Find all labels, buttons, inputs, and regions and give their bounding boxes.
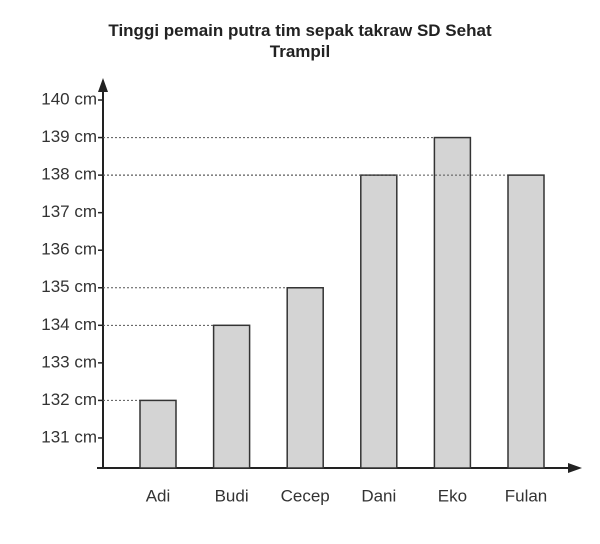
y-tick-label: 137 cm <box>41 202 97 221</box>
x-tick-label: Eko <box>438 486 467 505</box>
x-tick-label: Budi <box>215 486 249 505</box>
y-axis-arrow <box>98 78 108 92</box>
y-tick-label: 131 cm <box>41 427 97 446</box>
y-tick-label: 140 cm <box>41 90 97 109</box>
bar <box>139 399 177 469</box>
x-tick-label: Dani <box>361 486 396 505</box>
x-tick-label: Fulan <box>505 486 548 505</box>
bar <box>286 287 324 469</box>
bar <box>433 136 472 469</box>
bar <box>507 174 545 469</box>
bar <box>360 174 398 469</box>
y-tick-label: 135 cm <box>41 277 97 296</box>
y-tick-label: 138 cm <box>41 165 97 184</box>
y-tick-label: 134 cm <box>41 315 97 334</box>
chart-title: Tinggi pemain putra tim sepak takraw SD … <box>108 21 492 61</box>
y-tick-label: 132 cm <box>41 390 97 409</box>
y-tick-label: 139 cm <box>41 127 97 146</box>
x-axis-arrow <box>568 463 582 473</box>
x-tick-label: Cecep <box>281 486 330 505</box>
y-tick-label: 133 cm <box>41 352 97 371</box>
x-tick-label: Adi <box>146 486 171 505</box>
bar <box>212 324 251 469</box>
y-tick-label: 136 cm <box>41 240 97 259</box>
